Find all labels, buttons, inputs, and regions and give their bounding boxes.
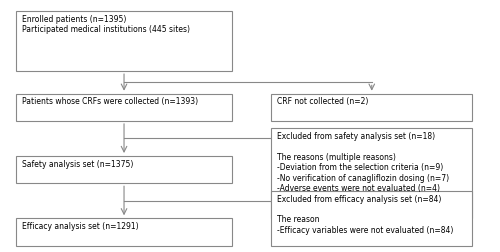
FancyBboxPatch shape: [16, 156, 232, 183]
Text: CRF not collected (n=2): CRF not collected (n=2): [277, 97, 368, 106]
Text: Efficacy analysis set (n=1291): Efficacy analysis set (n=1291): [22, 222, 138, 231]
FancyBboxPatch shape: [16, 11, 232, 71]
Text: Enrolled patients (n=1395)
Participated medical institutions (445 sites): Enrolled patients (n=1395) Participated …: [22, 15, 190, 35]
Text: Safety analysis set (n=1375): Safety analysis set (n=1375): [22, 160, 134, 169]
FancyBboxPatch shape: [271, 93, 472, 121]
FancyBboxPatch shape: [16, 218, 232, 246]
FancyBboxPatch shape: [271, 129, 472, 218]
FancyBboxPatch shape: [16, 93, 232, 121]
FancyBboxPatch shape: [271, 191, 472, 246]
Text: Patients whose CRFs were collected (n=1393): Patients whose CRFs were collected (n=13…: [22, 97, 198, 106]
Text: Excluded from safety analysis set (n=18)

The reasons (multiple reasons)
-Deviat: Excluded from safety analysis set (n=18)…: [277, 132, 449, 193]
Text: Excluded from efficacy analysis set (n=84)

The reason
-Efficacy variables were : Excluded from efficacy analysis set (n=8…: [277, 195, 454, 235]
